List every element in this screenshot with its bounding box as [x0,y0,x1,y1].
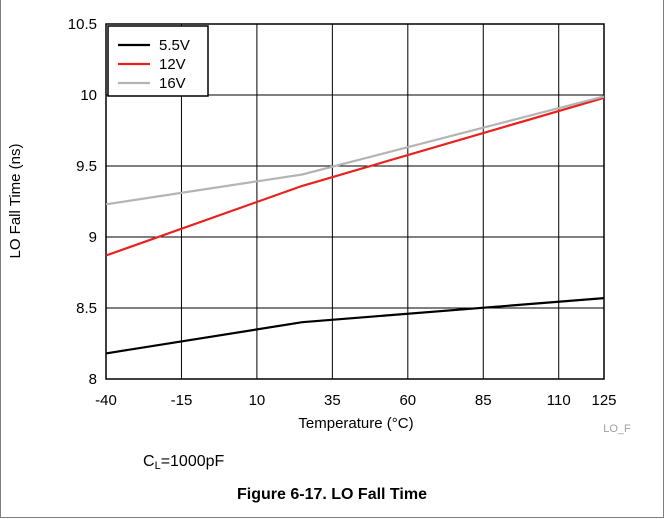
y-axis-label: LO Fall Time (ns) [7,143,24,258]
x-tick-label: 35 [324,392,341,409]
figure-caption: Figure 6-17. LO Fall Time [237,486,427,503]
legend-box [107,25,209,97]
x-tick-label: 60 [399,392,416,409]
legend-label: 5.5V [159,37,190,54]
x-tick-label: 110 [547,392,571,409]
note-main: C [143,453,155,470]
y-tick-label: 10.5 [68,16,97,33]
y-tick-label: 9 [89,229,97,246]
y-tick-label: 10 [80,87,97,104]
line-chart: -40 -15 10 35 60 85 110 125 8 8.5 9 9.5 10 10.5 Temp… [7,16,631,435]
note-subscript: L [154,460,161,472]
x-tick-labels: -40 -15 10 35 60 85 110 125 [95,392,616,409]
legend-label: 12V [159,56,186,73]
load-capacitance-note: CL=1000pF [143,453,224,472]
x-tick-label: -15 [171,392,193,409]
x-tick-label: 85 [475,392,492,409]
legend-label: 16V [159,75,186,92]
watermark-label: LO_F [603,423,631,435]
x-tick-label: -40 [95,392,117,409]
x-axis-label: Temperature (°C) [298,415,413,432]
y-tick-label: 9.5 [76,158,97,175]
y-tick-label: 8.5 [76,300,97,317]
series-line-12v [105,96,605,257]
legend: 5.5V 12V 16V [107,25,209,97]
note-value: =1000pF [160,453,225,470]
series-line-55v [105,297,605,355]
series-line-16v [105,95,605,206]
y-tick-label: 8 [89,371,97,388]
x-tick-label: 125 [591,392,616,409]
series-lines [105,95,605,355]
y-tick-labels: 8 8.5 9 9.5 10 10.5 [68,16,97,388]
x-tick-label: 10 [249,392,266,409]
